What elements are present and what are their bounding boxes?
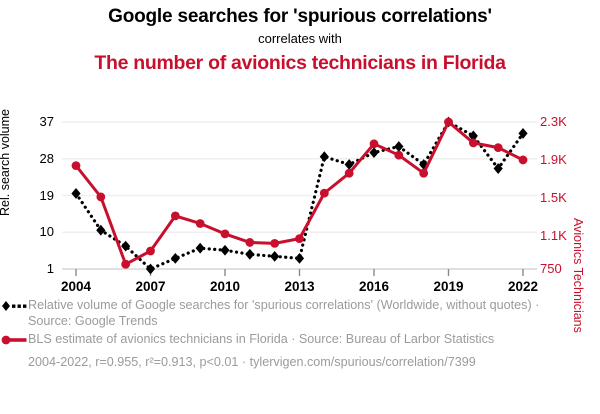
y-axis-right-tick-label: 1.5K (540, 189, 567, 205)
y-axis-left-tick-label: 10 (39, 224, 54, 240)
chart-container: Rel. search volume Avionics Technicians … (0, 104, 600, 333)
legend-label-searches: Relative volume of Google searches for '… (28, 298, 540, 328)
page-title: Google searches for 'spurious correlatio… (108, 6, 492, 27)
black-dotted-diamond-marker (0, 299, 28, 315)
plot-area (62, 112, 537, 372)
footer-stats: 2004-2022, r=0.955, r²=0.913, p<0.01 · t… (28, 355, 476, 369)
correlates-with-label: correlates with (258, 31, 342, 46)
x-axis-tick-label: 2004 (60, 279, 92, 294)
y-axis-right-tick-label: 750 (540, 261, 562, 276)
legend-row-searches: Relative volume of Google searches for '… (0, 298, 600, 329)
y-axis-left-tick-label: 37 (39, 114, 54, 129)
legend-label-technicians: BLS estimate of avionics technicians in … (28, 332, 495, 346)
y-axis-left-tick-label: 19 (39, 187, 54, 203)
y-axis-left-tick-label: 1 (46, 261, 54, 276)
legend-row-technicians: BLS estimate of avionics technicians in … (0, 332, 600, 349)
x-axis-tick-label: 2022 (507, 279, 539, 294)
x-axis-tick-label: 2013 (284, 279, 315, 294)
x-axis-tick-label: 2007 (135, 279, 166, 294)
chart-legend: Relative volume of Google searches for '… (0, 298, 600, 371)
secondary-title: The number of avionics technicians in Fl… (94, 52, 506, 74)
y-axis-left-tick-label: 28 (39, 150, 54, 166)
line-chart-svg (62, 116, 537, 276)
y-axis-right-tick-label: 1.1K (540, 227, 567, 243)
x-axis-tick-label: 2010 (209, 279, 241, 294)
red-solid-circle-marker (0, 333, 28, 349)
title-block: Google searches for 'spurious correlatio… (0, 0, 600, 74)
y-axis-right-tick-label: 1.9K (540, 151, 567, 167)
y-axis-right-tick-label: 2.3K (540, 114, 567, 129)
x-axis-tick-label: 2016 (358, 279, 390, 294)
x-axis-tick-label: 2019 (433, 279, 464, 294)
y-axis-left-label: Rel. search volume (0, 109, 12, 216)
